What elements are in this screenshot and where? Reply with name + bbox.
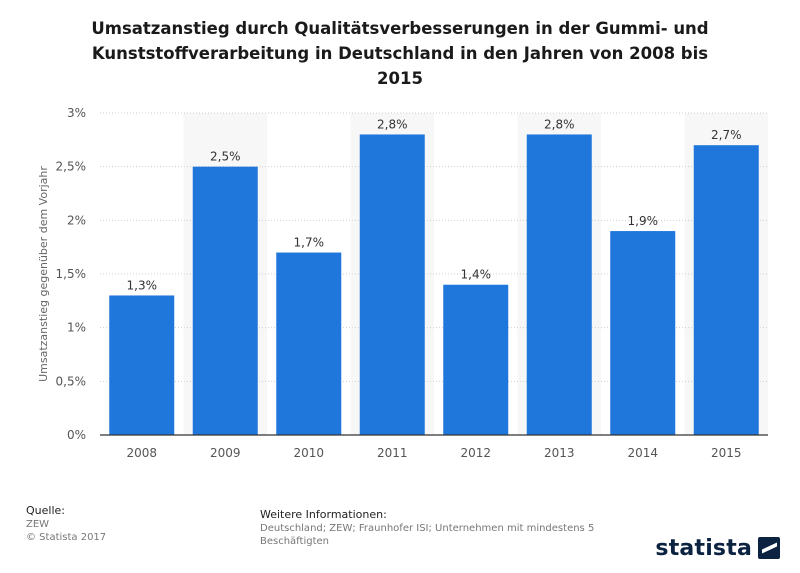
x-tick-label: 2013 [544, 446, 575, 460]
x-tick-label: 2009 [210, 446, 241, 460]
data-label: 2,7% [711, 128, 742, 142]
x-tick-label: 2015 [711, 446, 742, 460]
data-label: 1,7% [294, 236, 325, 250]
title-line-3: 2015 [377, 69, 423, 88]
bar [276, 252, 342, 435]
title-line-2: Kunststoffverarbeitung in Deutschland in… [91, 44, 709, 63]
data-label: 2,8% [377, 117, 408, 131]
data-label: 1,9% [628, 214, 659, 228]
y-tick-label: 2% [67, 213, 86, 227]
bar [359, 134, 425, 435]
bar [610, 231, 676, 435]
y-tick-label: 1,5% [56, 267, 87, 281]
info-text-2: Beschäftigten [260, 536, 329, 547]
x-tick-label: 2008 [126, 446, 157, 460]
statista-logo[interactable]: statista [648, 533, 780, 563]
bar-chart: 0% 0,5% 1% 1,5% 2% 2,5% 3% 1,3% 2008 2,5% 2009 1,7%… [37, 106, 768, 460]
info-text-1: Deutschland; ZEW; Fraunhofer ISI; Untern… [260, 523, 595, 534]
x-tick-label: 2014 [627, 446, 658, 460]
copyright-text: © Statista 2017 [26, 532, 107, 543]
x-tick-label: 2010 [293, 446, 324, 460]
bar [526, 134, 592, 435]
title-line-1: Umsatzanstieg durch Qualitätsverbesserun… [91, 19, 709, 38]
source-text: ZEW [26, 519, 50, 530]
y-tick-label: 1% [67, 321, 86, 335]
statista-mark-icon [758, 537, 780, 559]
y-axis-label: Umsatzanstieg gegenüber dem Vorjahr [37, 166, 50, 382]
bar [693, 145, 759, 435]
data-label: 2,5% [210, 150, 241, 164]
bar [109, 295, 175, 435]
bar [443, 284, 509, 435]
x-tick-label: 2011 [377, 446, 408, 460]
data-label: 1,4% [461, 268, 492, 282]
bar [192, 166, 258, 435]
y-tick-label: 2,5% [56, 160, 87, 174]
chart-title: Umsatzanstieg durch Qualitätsverbesserun… [40, 16, 760, 91]
y-tick-label: 0,5% [56, 374, 87, 388]
info-block: Weitere Informationen: Deutschland; ZEW;… [260, 508, 594, 548]
data-label: 1,3% [127, 278, 158, 292]
info-heading: Weitere Informationen: [260, 508, 387, 521]
source-block: Quelle: ZEW © Statista 2017 [26, 504, 106, 544]
y-tick-label: 0% [67, 428, 86, 442]
y-tick-label: 3% [67, 106, 86, 120]
brand-name: statista [655, 535, 752, 561]
source-heading: Quelle: [26, 504, 65, 517]
x-tick-label: 2012 [460, 446, 491, 460]
data-label: 2,8% [544, 117, 575, 131]
